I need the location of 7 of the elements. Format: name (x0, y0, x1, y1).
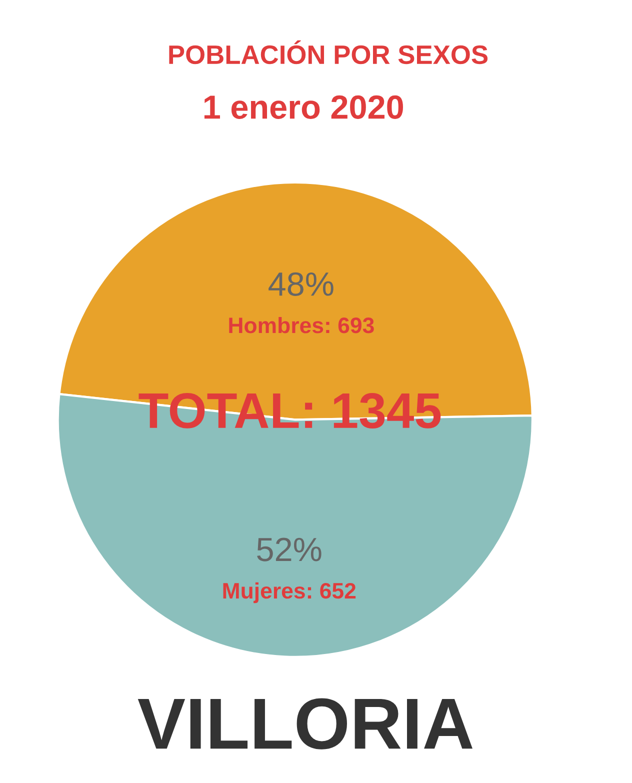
data-label: 48% (268, 272, 334, 296)
chart-title: POBLACIÓN POR SEXOS (169, 40, 488, 64)
data-label: 52% (257, 538, 322, 562)
slice-label: Hombres: 693 (229, 316, 374, 334)
text: VILLORIA (138, 698, 472, 750)
slice-label: Mujeres: 652 (223, 582, 356, 604)
chart-subtitle: 1 enero 2020 (204, 95, 403, 119)
